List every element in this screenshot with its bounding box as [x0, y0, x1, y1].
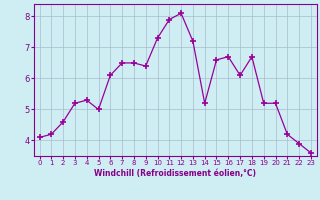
- X-axis label: Windchill (Refroidissement éolien,°C): Windchill (Refroidissement éolien,°C): [94, 169, 256, 178]
